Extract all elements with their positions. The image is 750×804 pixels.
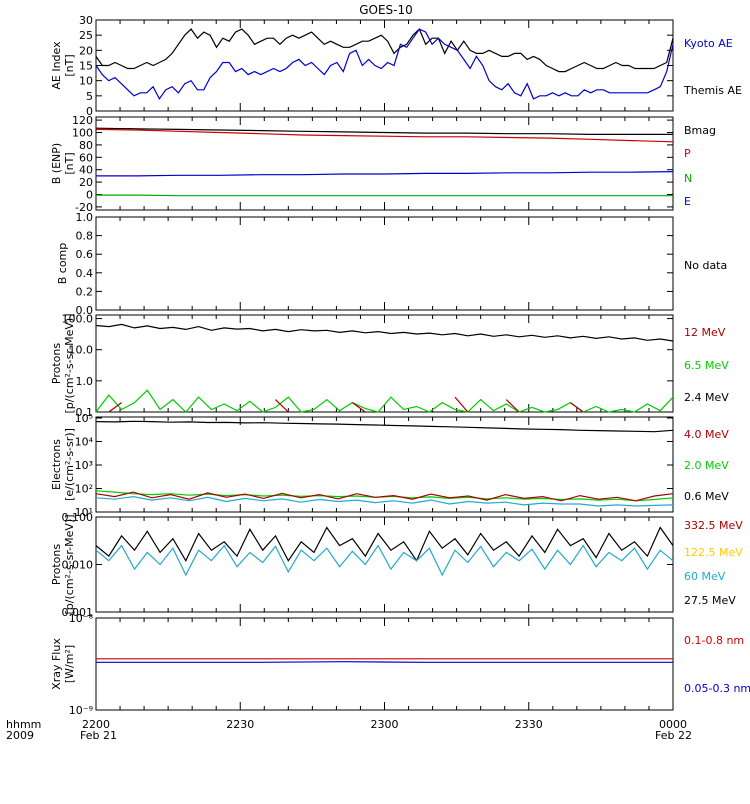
legend-entry: 60 MeV: [684, 570, 726, 583]
y-tick-label: 10.0: [69, 344, 94, 357]
y-tick-label: 1.0: [76, 211, 94, 224]
x-tick-label: 2230: [226, 718, 254, 731]
time-format-label: hhmm: [6, 718, 41, 731]
y-tick-label: 10³: [75, 459, 93, 472]
y-tick-label: 120: [72, 114, 93, 127]
y-tick-label: 5: [86, 90, 93, 103]
date-label: Feb 22: [655, 729, 692, 742]
panel-frame: [95, 216, 674, 311]
y-axis-label: B (ENP): [50, 143, 63, 184]
panel-frame: [95, 516, 674, 613]
y-tick-label: 1.0: [76, 375, 94, 388]
legend-entry: 4.0 MeV: [684, 428, 729, 441]
y-tick-label: 15: [79, 60, 93, 73]
legend-entry: 6.5 MeV: [684, 359, 729, 372]
y-axis-label: Protons: [50, 343, 63, 384]
y-tick-label: 10: [79, 75, 93, 88]
y-tick-label: 10⁻⁸: [69, 612, 94, 625]
y-tick-label: 0.8: [76, 230, 94, 243]
y-axis-label: [nT]: [63, 152, 76, 174]
y-tick-label: 20: [79, 44, 93, 57]
x-tick-label: 2300: [371, 718, 399, 731]
y-axis-label: AE Index: [50, 41, 63, 90]
series-line: [95, 491, 674, 502]
legend-entry: 2.4 MeV: [684, 391, 729, 404]
y-tick-label: 0.2: [76, 285, 94, 298]
plot-title: GOES-10: [359, 3, 413, 17]
y-tick-label: 0: [86, 105, 93, 118]
y-axis-label: Xray Flux: [50, 638, 63, 690]
y-tick-label: 20: [79, 176, 93, 189]
x-tick-label: 2330: [515, 718, 543, 731]
series-line: [95, 420, 674, 433]
series-line: [95, 544, 674, 577]
y-axis-label: [e/(cm²-s-sr)]: [63, 428, 76, 501]
y-tick-label: 60: [79, 151, 93, 164]
y-axis-label: [p/(cm²-s-sr-MeV)]: [63, 314, 76, 414]
legend-entry: 332.5 MeV: [684, 519, 743, 532]
y-tick-label: 25: [79, 29, 93, 42]
y-tick-label: 100: [72, 127, 93, 140]
legend-entry: 0.1-0.8 nm: [684, 634, 744, 647]
y-tick-label: -20: [75, 201, 93, 214]
y-tick-label: 30: [79, 14, 93, 27]
series-line: [95, 127, 673, 135]
series-line: [95, 28, 674, 101]
legend-entry: N: [684, 172, 692, 185]
y-tick-label: 10²: [75, 482, 93, 495]
y-tick-label: 0.0: [76, 304, 94, 317]
legend-entry: 2.0 MeV: [684, 459, 729, 472]
y-tick-label: 40: [79, 164, 93, 177]
y-tick-label: 80: [79, 139, 93, 152]
legend-entry: Bmag: [684, 124, 716, 137]
y-axis-label: [W/m²]: [63, 645, 76, 683]
y-tick-label: 10¹: [75, 506, 93, 519]
legend-entry: 0.05-0.3 nm: [684, 682, 750, 695]
series-line: [95, 128, 674, 143]
series-line: [96, 661, 673, 663]
y-tick-label: 0.1: [76, 406, 94, 419]
legend-entry: No data: [684, 259, 727, 272]
series-line: [96, 171, 674, 177]
y-axis-label: B comp: [56, 243, 69, 285]
panel-frame: [95, 617, 674, 711]
legend-entry: 0.6 MeV: [684, 490, 729, 503]
y-tick-label: 100.0: [62, 313, 94, 326]
date-label: Feb 21: [80, 729, 117, 742]
legend-entry: 122.5 MeV: [684, 546, 743, 559]
series-line: [95, 526, 674, 562]
y-tick-label: 0: [86, 189, 93, 202]
x-tick-label: 0000: [659, 718, 687, 731]
y-axis-label: Electrons: [50, 439, 63, 490]
y-tick-label: 10⁻⁹: [69, 704, 93, 717]
panel-frame: [95, 314, 674, 413]
legend-entry: Themis AE: [683, 84, 742, 97]
series-line: [108, 396, 584, 413]
y-tick-label: 10⁵: [75, 412, 93, 425]
series-line: [96, 194, 673, 197]
x-tick-label: 2200: [82, 718, 110, 731]
series-line: [95, 495, 674, 507]
legend-entry: 12 MeV: [684, 326, 726, 339]
series-line: [95, 28, 674, 73]
y-axis-label: [p/(cm²-s-sr-MeV)]: [63, 515, 76, 615]
y-axis-label: [nT]: [63, 54, 76, 76]
y-axis-label: Protons: [50, 544, 63, 585]
y-tick-label: 0.010: [62, 559, 94, 572]
legend-entry: P: [684, 147, 691, 160]
legend-entry: 27.5 MeV: [684, 594, 736, 607]
y-tick-label: 0.100: [62, 511, 94, 524]
legend-entry: Kyoto AE: [684, 37, 733, 50]
y-tick-label: 0.4: [76, 267, 94, 280]
y-tick-label: 0.001: [62, 606, 94, 619]
y-tick-label: 10⁴: [75, 435, 94, 448]
y-tick-label: 0.6: [76, 248, 94, 261]
series-line: [95, 323, 674, 342]
year-label: 2009: [6, 729, 34, 742]
legend-entry: E: [684, 195, 691, 208]
